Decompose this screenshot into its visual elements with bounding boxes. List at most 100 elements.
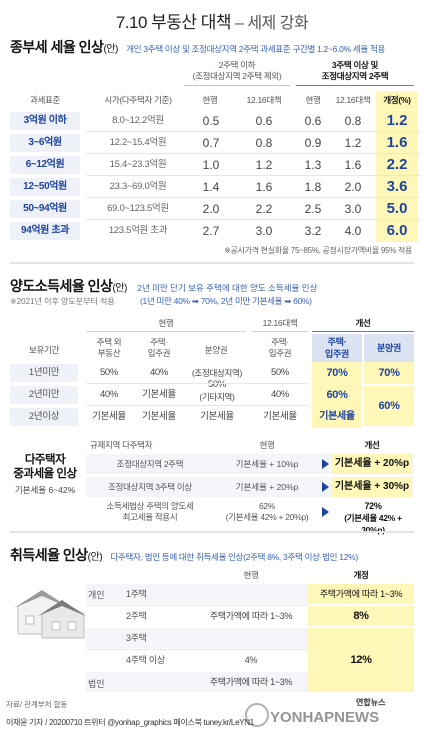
section2-header: 양도소득세율 인상(안) 2년 미만 단기 보유 주택에 대한 양도 소득세율 …: [10, 276, 317, 296]
s3-now-4: 4%: [244, 655, 258, 665]
group-b-rule: [296, 85, 414, 86]
r1-union: 40%: [149, 367, 169, 378]
group-b-header: 3주택 이상 및 조정대상지역 2주택: [321, 60, 389, 81]
hdr-reform: 개선: [355, 318, 371, 328]
table-row: 3~6억원 12.2~15.4억원 0.7 0.8 0.9 1.2 1.6: [10, 132, 420, 154]
row-b-now: 0.6: [304, 114, 322, 128]
r3-union: 기본세율: [142, 411, 176, 422]
presale-reform-2: 60%: [364, 386, 414, 426]
row-a-now: 2.0: [202, 202, 220, 216]
section1-note: ※공시가격 현실화율 75~85%, 공정시장가액비율 95% 적용: [224, 246, 412, 255]
watermark-ring-icon: [245, 703, 269, 727]
row-a-1216: 2.2: [255, 202, 273, 216]
row-base: 69.0~123.5억원: [107, 203, 169, 214]
section2-desc2: (1년 미만 40% ➡ 70%, 2년 미만 기본세율 ➡ 60%): [140, 296, 312, 306]
hdr-now-rule: [86, 331, 246, 332]
row-base: 123.5억원 초과: [108, 225, 168, 236]
row-divider: [86, 219, 420, 220]
section2-desc: 2년 미만 단기 보유 주택에 대한 양도 소득세율 인상: [137, 283, 318, 293]
multi-row-a: 조정대상지역 3주택 이상: [108, 482, 192, 492]
row-reform: 1.6: [376, 132, 418, 154]
col-now: 현행: [202, 95, 218, 105]
title-main: 7.10 부동산 대책: [115, 13, 232, 32]
col-reform: 개정(%): [376, 91, 418, 109]
row-b-1216: 4.0: [344, 224, 362, 238]
r1-1216: 50%: [270, 367, 290, 378]
row-a-1216: 1.2: [255, 158, 273, 172]
row-reform: 3.6: [376, 176, 418, 198]
r2-1216: 40%: [270, 389, 290, 400]
r2-union: 기본세율: [142, 389, 176, 400]
row-2-label: 2주택: [126, 611, 147, 621]
s3-hdr-reform: 개정: [353, 570, 369, 580]
row-a-now: 1.0: [202, 158, 220, 172]
section1-header: 종부세 세율 인상(안) 개인 3주택 이상 및 조정대상지역 2주택 과세표준…: [10, 37, 420, 57]
r3-presale: 기본세율: [200, 411, 234, 422]
row-a-1216: 1.6: [255, 180, 273, 194]
period-2: 2년미만: [10, 386, 78, 404]
col-1216: 12.16대책: [246, 95, 282, 105]
row-divider: [86, 383, 308, 384]
col-presale: 분양권: [204, 345, 228, 355]
page-title: 7.10 부동산 대책 – 세제 강화: [0, 8, 424, 33]
row-base: 15.4~23.3억원: [109, 159, 167, 170]
row-divider: [86, 649, 308, 650]
table-row: 12~50억원 23.3~69.0억원 1.4 1.6 1.8 2.0 3.6: [10, 176, 420, 198]
row-divider: [86, 405, 308, 406]
col-now-b: 현행: [305, 95, 321, 105]
table-row: 50~94억원 69.0~123.5억원 2.0 2.2 2.5 3.0 5.0: [10, 198, 420, 220]
presale-reform-1: 70%: [364, 362, 414, 384]
row-b-now: 3.2: [304, 224, 322, 238]
row-b-1216: 2.0: [344, 180, 362, 194]
row-a-1216: 3.0: [255, 224, 273, 238]
col-union: 주택· 입주권: [147, 337, 171, 358]
row-divider: [86, 605, 308, 606]
period-3: 2년이상: [10, 408, 78, 426]
multi-row: 조정대상지역 3주택 이상 기본세율 + 20%p 기본세율 + 30%p: [86, 477, 414, 497]
source-text: 자료/ 관계부처 합동: [6, 700, 68, 709]
s3-now-mid: 주택가액에 따라 1~3%: [209, 611, 293, 621]
group-a-header: 2주택 이하 (조정대상지역 2주택 제외): [192, 60, 282, 81]
row-b-1216: 0.8: [344, 114, 362, 128]
multi-row-c: 기본세율 + 30%p: [332, 477, 412, 497]
row-divider: [86, 131, 420, 132]
r3-1216: 기본세율: [263, 411, 297, 422]
r3-house: 기본세율: [92, 411, 126, 422]
row-std: 50~94억원: [10, 200, 80, 218]
row-a-now: 0.7: [202, 136, 220, 150]
r1-presale: (조정대상지역): [191, 368, 243, 378]
row-base: 23.3~69.0억원: [109, 181, 167, 192]
table-row: 94억원 초과 123.5억원 초과 2.7 3.0 3.2 4.0 6.0: [10, 220, 420, 242]
section2-note: ※2021년 이후 양도분부터 적용: [10, 297, 115, 306]
section-divider: [10, 262, 414, 264]
row-std: 6~12억원: [10, 156, 80, 174]
multi-max-c: 72% (기본세율 42% + 30%p): [344, 501, 402, 535]
section-divider: [10, 531, 414, 533]
hdr-1216: 12.16대책: [262, 318, 298, 328]
hdr-reform-rule: [312, 331, 414, 332]
multi-title: 다주택자 중과세율 인상: [13, 454, 77, 480]
section3-desc: 다주택자, 법인 등에 대한 취득세율 인상(2주택 8%, 3주택 이상·법인…: [110, 552, 359, 562]
arrow-right-icon: [322, 482, 329, 492]
hdr-now: 현행: [158, 318, 174, 328]
row-b-1216: 3.0: [344, 202, 362, 216]
s3-ref-1: 주택가액에 따라 1~3%: [308, 584, 414, 604]
row-divider: [86, 153, 420, 154]
row-b-now: 2.5: [304, 202, 322, 216]
section3-header: 취득세율 인상(안) 다주택자, 법인 등에 대한 취득세율 인상(2주택 8%…: [10, 545, 358, 565]
s3-hdr-now: 현행: [243, 570, 259, 580]
hdr-1216-rule: [252, 331, 308, 332]
personal-label: 개인: [88, 590, 105, 600]
multi-max-b: 62% (기본세율 42% + 20%p): [225, 501, 309, 522]
col-1216-b: 12.16대책: [335, 95, 371, 105]
row-base: 12.2~15.4억원: [109, 137, 167, 148]
r2-reform: 60%: [312, 384, 362, 406]
r1-house: 50%: [99, 367, 119, 378]
s3-ref-2: 8%: [308, 606, 414, 626]
row-reform: 1.2: [376, 110, 418, 132]
col-reform-presale: 분양권: [364, 334, 414, 362]
section1-desc: 개인 3주택 이상 및 조정대상지역 2주택 과세표준 구간별 1.2~6.0%…: [126, 44, 386, 54]
row-std: 94억원 초과: [10, 222, 80, 240]
row-std: 3억원 이하: [10, 112, 80, 130]
col-house: 주택 외 부동산: [96, 337, 122, 358]
